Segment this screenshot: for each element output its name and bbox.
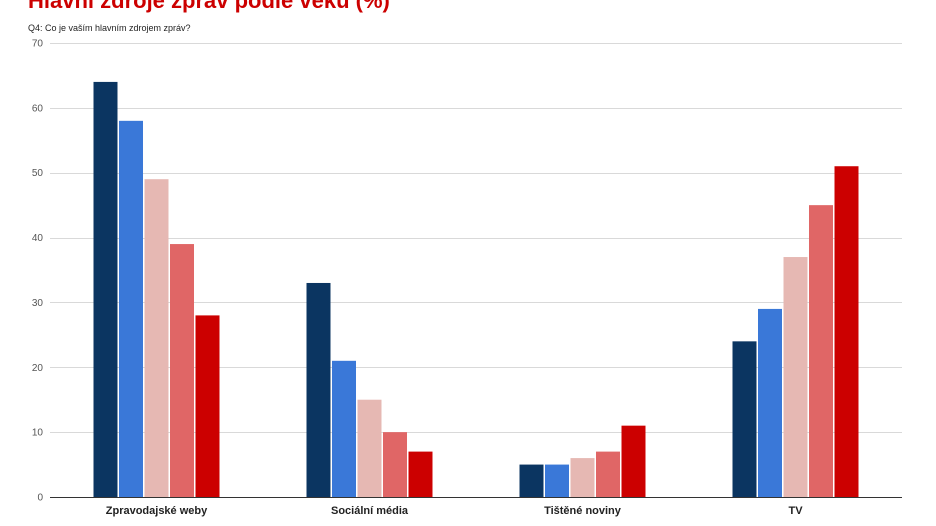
bar <box>809 205 833 497</box>
bar <box>783 257 808 497</box>
bar <box>170 244 194 497</box>
bar <box>332 360 356 497</box>
bars <box>93 81 859 498</box>
y-axis-ticks: 0 10 20 30 40 50 60 70 <box>32 39 44 504</box>
bar <box>519 464 544 497</box>
y-tick-label: 20 <box>32 363 44 374</box>
chart-title: Hlavní zdroje zpráv podle věku (%) <box>28 0 390 13</box>
bar <box>195 315 220 497</box>
y-tick-label: 70 <box>32 39 44 50</box>
bar <box>834 166 859 497</box>
bar <box>596 451 620 497</box>
x-tick-label: Sociální média <box>331 505 409 517</box>
bar <box>306 282 331 497</box>
bar <box>732 341 757 497</box>
x-tick-label: Zpravodajské weby <box>106 505 208 517</box>
chart-subtitle: Q4: Co je vaším hlavním zdrojem zpráv? <box>28 23 191 33</box>
bar <box>93 81 118 498</box>
y-tick-label: 10 <box>32 428 44 439</box>
x-tick-label: Tištěné noviny <box>544 505 622 517</box>
x-tick-label: TV <box>788 505 803 517</box>
bar <box>621 425 646 497</box>
y-tick-label: 60 <box>32 103 44 114</box>
bar <box>545 464 569 497</box>
bar <box>119 120 143 497</box>
y-tick-label: 50 <box>32 168 44 179</box>
bar <box>758 308 782 497</box>
y-tick-label: 30 <box>32 298 44 309</box>
bar <box>383 432 407 497</box>
bar <box>570 458 595 497</box>
bar <box>144 179 169 497</box>
x-axis-ticks: Zpravodajské weby Sociální média Tištěné n… <box>106 505 803 517</box>
y-tick-label: 40 <box>32 233 44 244</box>
y-tick-label: 0 <box>37 493 43 504</box>
bar <box>408 451 433 497</box>
bar <box>357 399 382 497</box>
